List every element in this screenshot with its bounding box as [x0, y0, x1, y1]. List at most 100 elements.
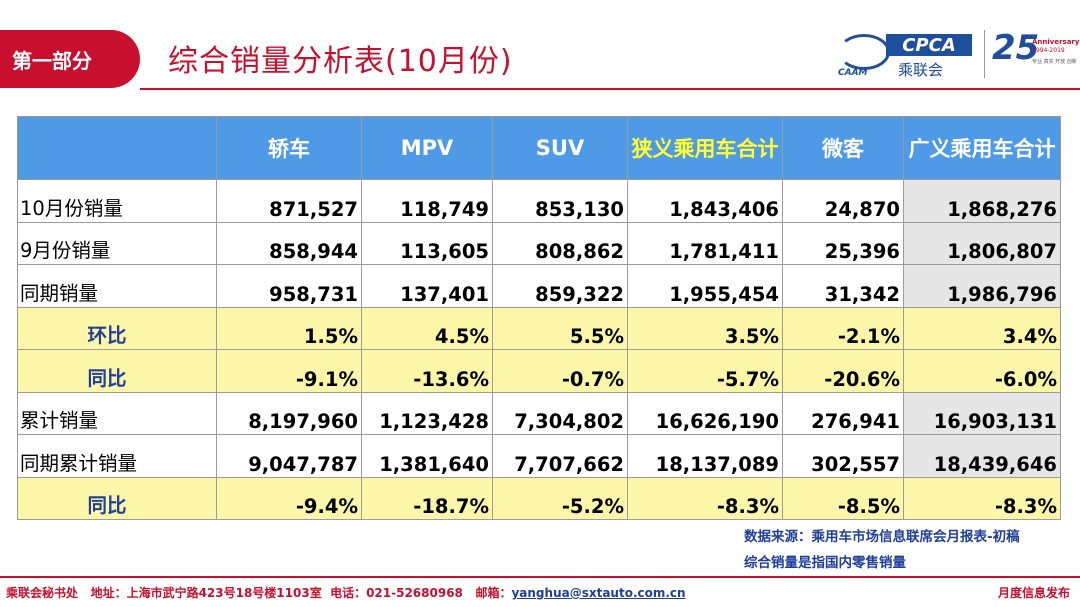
- value-cell: 1,381,640: [361, 434, 493, 478]
- value-cell: -9.1%: [216, 349, 362, 393]
- table-row: 10月份销量 871,527 118,749 853,130 1,843,406 24,8…: [17, 179, 1061, 223]
- value-cell: 7,707,662: [492, 434, 628, 478]
- value-cell: -0.7%: [492, 349, 628, 393]
- value-cell: 302,557: [782, 434, 904, 478]
- value-cell: 871,527: [216, 179, 362, 223]
- cpca-logo-text: CPCA: [886, 34, 972, 56]
- anniversary-number: 25: [992, 28, 1040, 68]
- footer-contact: 乘联会秘书处 地址：上海市武宁路423号18号楼1103室 电话：021-526…: [6, 584, 686, 601]
- footer-email-label: 邮箱：: [475, 586, 512, 600]
- value-cell: -5.2%: [492, 476, 628, 520]
- table-row: 累计销量 8,197,960 1,123,428 7,304,802 16,626,19…: [17, 391, 1061, 435]
- value-cell: -20.6%: [782, 349, 904, 393]
- table-header-row: 轿车 MPV SUV 狭义乘用车合计 微客 广义乘用车合计: [17, 116, 1061, 180]
- row-label: 环比: [17, 306, 217, 350]
- value-cell: 31,342: [782, 264, 904, 308]
- value-cell: 858,944: [216, 221, 362, 265]
- table-body: 10月份销量 871,527 118,749 853,130 1,843,406 24,8…: [17, 179, 1061, 520]
- table-row: 同比 -9.4% -18.7% -5.2% -8.3% -8.5% -8.3%: [17, 476, 1061, 520]
- footer-org: 乘联会秘书处: [6, 586, 79, 600]
- value-cell: 3.4%: [903, 306, 1061, 350]
- row-label: 同比: [17, 349, 217, 393]
- cpca-logo-cn: 乘联会: [898, 61, 944, 79]
- value-cell: 9,047,787: [216, 434, 362, 478]
- anniversary-tagline: 专业 真实 开放 创新: [1032, 59, 1077, 65]
- table-row: 同期销量 958,731 137,401 859,322 1,955,454 31,342…: [17, 264, 1061, 308]
- table-row: 同比 -9.1% -13.6% -0.7% -5.7% -20.6% -6.0%: [17, 349, 1061, 393]
- value-cell: 18,137,089: [627, 434, 783, 478]
- slide-footer: 乘联会秘书处 地址：上海市武宁路423号18号楼1103室 电话：021-526…: [0, 576, 1080, 607]
- value-cell: -13.6%: [361, 349, 493, 393]
- header-divider: [140, 88, 1080, 90]
- value-cell: 1,806,807: [903, 221, 1061, 265]
- row-label: 同期销量: [17, 264, 217, 308]
- row-label: 10月份销量: [17, 179, 217, 223]
- sales-analysis-table: 轿车 MPV SUV 狭义乘用车合计 微客 广义乘用车合计 10月份销量 871,527 11…: [17, 116, 1061, 520]
- value-cell: 5.5%: [492, 306, 628, 350]
- value-cell: 1.5%: [216, 306, 362, 350]
- row-label: 9月份销量: [17, 221, 217, 265]
- value-cell: 1,868,276: [903, 179, 1061, 223]
- value-cell: 1,123,428: [361, 391, 493, 435]
- value-cell: 8,197,960: [216, 391, 362, 435]
- definition-note-line: 综合销量是指国内零售销量: [744, 555, 906, 571]
- value-cell: -8.5%: [782, 476, 904, 520]
- value-cell: -9.4%: [216, 476, 362, 520]
- value-cell: -8.3%: [903, 476, 1061, 520]
- source-note: 数据来源：乘用车市场信息联席会月报表-初稿 综合销量是指国内零售销量: [744, 524, 1020, 576]
- value-cell: 25,396: [782, 221, 904, 265]
- column-header: 广义乘用车合计: [903, 116, 1061, 180]
- value-cell: -8.3%: [627, 476, 783, 520]
- value-cell: 1,781,411: [627, 221, 783, 265]
- value-cell: -6.0%: [903, 349, 1061, 393]
- value-cell: 18,439,646: [903, 434, 1061, 478]
- logo-divider: [984, 30, 985, 78]
- column-header: 狭义乘用车合计: [627, 116, 783, 180]
- footer-phone: 电话：021-52680968: [330, 586, 463, 600]
- column-header: MPV: [361, 116, 493, 180]
- value-cell: 276,941: [782, 391, 904, 435]
- cpca-swoosh-icon: [838, 34, 890, 70]
- value-cell: 1,843,406: [627, 179, 783, 223]
- table-row: 同期累计销量 9,047,787 1,381,640 7,707,662 18,137,…: [17, 434, 1061, 478]
- value-cell: -2.1%: [782, 306, 904, 350]
- column-header: 轿车: [216, 116, 362, 180]
- value-cell: 3.5%: [627, 306, 783, 350]
- value-cell: 7,304,802: [492, 391, 628, 435]
- anniversary-years: 1994-2019: [1032, 47, 1065, 54]
- row-label: 同期累计销量: [17, 434, 217, 478]
- header-corner-cell: [17, 116, 217, 180]
- value-cell: 853,130: [492, 179, 628, 223]
- source-note-line: 数据来源：乘用车市场信息联席会月报表-初稿: [744, 529, 1020, 545]
- value-cell: 958,731: [216, 264, 362, 308]
- value-cell: 1,986,796: [903, 264, 1061, 308]
- cpca-logo: CAAM CPCA 乘联会: [838, 28, 978, 80]
- value-cell: 1,955,454: [627, 264, 783, 308]
- value-cell: 118,749: [361, 179, 493, 223]
- anniversary-word: Anniversary: [1032, 38, 1080, 46]
- value-cell: 113,605: [361, 221, 493, 265]
- value-cell: 16,626,190: [627, 391, 783, 435]
- footer-address: 地址：上海市武宁路423号18号楼1103室: [90, 586, 322, 600]
- table-row: 9月份销量 858,944 113,605 808,862 1,781,411 25,39…: [17, 221, 1061, 265]
- footer-email-link[interactable]: yanghua@sxtauto.com.cn: [511, 586, 686, 600]
- value-cell: 16,903,131: [903, 391, 1061, 435]
- value-cell: 808,862: [492, 221, 628, 265]
- row-label: 累计销量: [17, 391, 217, 435]
- value-cell: 24,870: [782, 179, 904, 223]
- column-header: SUV: [492, 116, 628, 180]
- page-title: 综合销量分析表(10月份): [168, 44, 513, 79]
- row-label: 同比: [17, 476, 217, 520]
- slide-header: 第一部分 综合销量分析表(10月份) CAAM CPCA 乘联会 25 Anni…: [0, 0, 1080, 92]
- value-cell: -5.7%: [627, 349, 783, 393]
- table-row: 环比 1.5% 4.5% 5.5% 3.5% -2.1% 3.4%: [17, 306, 1061, 350]
- value-cell: -18.7%: [361, 476, 493, 520]
- value-cell: 137,401: [361, 264, 493, 308]
- value-cell: 859,322: [492, 264, 628, 308]
- footer-right-label: 月度信息发布: [997, 586, 1070, 600]
- cpca-logo-sub: CAAM: [838, 68, 868, 78]
- value-cell: 4.5%: [361, 306, 493, 350]
- section-tag: 第一部分: [0, 30, 140, 88]
- anniversary-logo: 25 Anniversary 1994-2019 专业 真实 开放 创新: [992, 28, 1080, 78]
- footer-divider: [0, 576, 1080, 578]
